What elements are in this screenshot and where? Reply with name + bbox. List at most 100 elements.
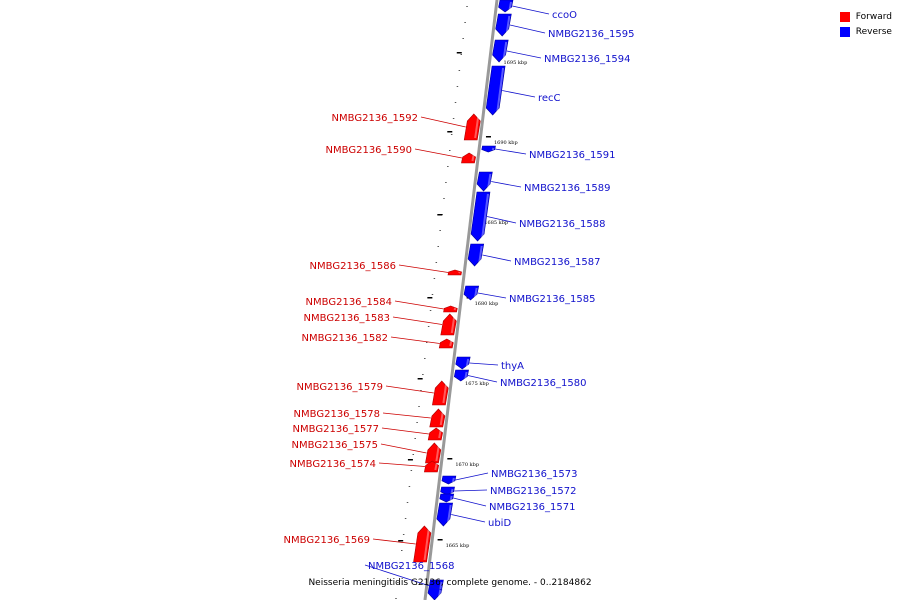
minor-tick xyxy=(410,470,413,471)
gene-shading xyxy=(434,462,438,471)
minor-tick xyxy=(427,326,430,327)
gene-label[interactable]: NMBG2136_1568 xyxy=(368,561,454,572)
gene-label[interactable]: NMBG2136_1587 xyxy=(514,257,600,268)
gene-feature[interactable] xyxy=(455,356,471,370)
gene-feature[interactable] xyxy=(495,13,512,37)
gene-label[interactable]: NMBG2136_1595 xyxy=(548,29,634,40)
minor-tick xyxy=(424,358,426,359)
legend: Forward Reverse xyxy=(839,9,892,39)
minor-tick xyxy=(398,540,404,542)
gene-feature[interactable] xyxy=(492,39,509,63)
gene-label[interactable]: NMBG2136_1582 xyxy=(302,333,388,344)
gene-label[interactable]: NMBG2136_1594 xyxy=(544,54,630,65)
gene-shading xyxy=(464,371,468,380)
legend-item-reverse: Reverse xyxy=(839,24,892,39)
gene-leader xyxy=(502,90,536,98)
gene-feature[interactable] xyxy=(438,338,454,349)
gene-feature[interactable] xyxy=(432,380,449,406)
major-tick xyxy=(437,539,443,541)
tick-layer: 1695 kbp 1690 kbp 1685 kbp 1680 kbp 1675 kbp… xyxy=(395,6,527,599)
gene-label[interactable]: NMBG2136_1589 xyxy=(524,183,610,194)
gene-leader xyxy=(394,300,444,310)
legend-label-reverse: Reverse xyxy=(855,26,892,37)
tick-label: 1675 kbp xyxy=(465,381,489,387)
gene-label[interactable]: NMBG2136_1580 xyxy=(500,378,586,389)
gene-label[interactable]: NMBG2136_1585 xyxy=(509,294,595,305)
gene-feature[interactable] xyxy=(498,0,514,13)
gene-feature[interactable] xyxy=(436,502,453,527)
minor-tick xyxy=(437,246,439,247)
gene-shading xyxy=(474,287,478,299)
gene-label[interactable]: NMBG2136_1569 xyxy=(284,535,370,546)
gene-feature[interactable] xyxy=(441,475,457,485)
minor-tick xyxy=(417,378,423,380)
minor-tick xyxy=(462,38,464,39)
gene-feature[interactable] xyxy=(440,313,457,336)
gene-feature[interactable] xyxy=(485,65,506,116)
minor-tick xyxy=(418,406,420,407)
gene-feature[interactable] xyxy=(429,408,446,428)
gene-feature[interactable] xyxy=(439,493,455,503)
gene-label[interactable]: ubiD xyxy=(488,518,511,529)
gene-leader xyxy=(467,375,498,383)
gene-feature[interactable] xyxy=(423,460,440,473)
gene-leader xyxy=(469,362,499,366)
gene-leader xyxy=(380,443,427,454)
gene-leader xyxy=(509,24,546,34)
gene-feature[interactable] xyxy=(481,145,496,153)
gene-feature[interactable] xyxy=(413,525,432,563)
tick-label: 1695 kbp xyxy=(504,60,528,66)
gene-label[interactable]: ccoO xyxy=(552,10,577,21)
gene-label[interactable]: NMBG2136_1588 xyxy=(519,219,605,230)
gene-label[interactable]: recC xyxy=(538,93,561,104)
gene-feature[interactable] xyxy=(461,152,476,164)
gene-feature[interactable] xyxy=(476,171,493,192)
gene-feature[interactable] xyxy=(443,305,458,313)
major-tick xyxy=(485,136,491,138)
gene-shading xyxy=(450,488,454,494)
gene-label[interactable]: NMBG2136_1579 xyxy=(297,382,383,393)
gene-shading xyxy=(446,504,452,525)
gene-leader xyxy=(372,538,416,545)
gene-shading xyxy=(474,115,480,139)
gene-feature[interactable] xyxy=(453,369,469,382)
gene-feature[interactable] xyxy=(463,113,481,141)
gene-label[interactable]: NMBG2136_1583 xyxy=(304,313,390,324)
minor-tick xyxy=(439,230,441,231)
gene-leader xyxy=(398,264,449,273)
gene-shading xyxy=(449,495,453,501)
gene-feature[interactable] xyxy=(447,269,462,276)
minor-tick xyxy=(450,134,453,135)
minor-tick xyxy=(454,102,457,103)
tick-label: 1685 kbp xyxy=(484,220,508,226)
gene-label[interactable]: NMBG2136_1573 xyxy=(491,469,577,480)
gene-label[interactable]: NMBG2136_1578 xyxy=(294,409,380,420)
minor-tick xyxy=(429,310,432,311)
minor-tick xyxy=(456,52,462,54)
gene-label[interactable]: NMBG2136_1590 xyxy=(326,145,412,156)
gene-feature[interactable] xyxy=(470,191,491,242)
gene-leader xyxy=(382,412,431,419)
gene-label[interactable]: thyA xyxy=(501,361,524,372)
gene-label[interactable]: NMBG2136_1571 xyxy=(489,502,575,513)
gene-feature[interactable] xyxy=(440,486,455,496)
gene-label[interactable]: NMBG2136_1584 xyxy=(306,297,392,308)
gene-label[interactable]: NMBG2136_1574 xyxy=(290,459,376,470)
gene-label[interactable]: NMBG2136_1572 xyxy=(490,486,576,497)
gene-label[interactable]: NMBG2136_1591 xyxy=(529,150,615,161)
gene-label[interactable]: NMBG2136_1577 xyxy=(293,424,379,435)
gene-feature[interactable] xyxy=(467,243,485,267)
gene-feature[interactable] xyxy=(427,579,444,600)
minor-tick xyxy=(399,566,401,567)
gene-label[interactable]: NMBG2136_1586 xyxy=(310,261,396,272)
gene-label[interactable]: NMBG2136_1575 xyxy=(292,440,378,451)
minor-tick xyxy=(460,54,463,55)
gene-label[interactable]: NMBG2136_1592 xyxy=(332,113,418,124)
gene-shading xyxy=(438,581,443,599)
minor-tick xyxy=(452,118,455,119)
gene-feature[interactable] xyxy=(463,285,480,301)
gene-leader xyxy=(495,148,527,155)
gene-leader xyxy=(512,5,550,15)
minor-tick xyxy=(412,454,415,455)
gene-feature[interactable] xyxy=(427,427,443,441)
